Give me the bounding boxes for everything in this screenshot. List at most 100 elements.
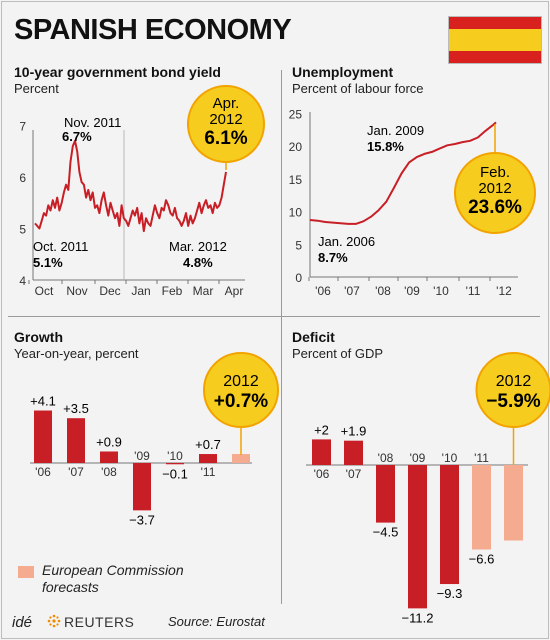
bond-annotation-value: 5.1% [33,255,63,270]
unemployment-line [309,121,497,225]
growth-highlight-bubble [203,352,279,428]
unemployment-highlight-date: Feb. [480,164,510,181]
bond-chart-subtitle: Percent [14,81,59,96]
unemployment-x-tick-label: '06 [315,284,331,298]
page-title: SPANISH ECONOMY [14,14,292,46]
bond-x-tick-label: Dec [99,284,120,298]
deficit-highlight-value: −5.9% [486,391,541,412]
deficit-data-label: −11.2 [402,610,434,625]
growth-data-label: +4.1 [30,394,56,409]
unemployment-annotation-value: 15.8% [367,139,404,154]
bond-x-tick-label: Oct [35,284,54,298]
unemployment-y-tick-label: 15 [289,173,303,187]
unemployment-highlight-year: 2012 [478,180,511,197]
growth-data-label: +3.5 [63,401,89,416]
growth-x-tick-label: '08 [101,465,117,479]
deficit-bar [376,465,395,523]
unemployment-chart-title: Unemployment [292,64,394,80]
growth-x-tick-label: '07 [68,465,84,479]
growth-bar [166,463,184,465]
bond-annotation-date: Mar. 2012 [169,239,227,254]
deficit-bar [504,465,523,541]
bond-x-tick-label: Nov [66,284,87,298]
forecast-legend-swatch [18,566,34,578]
growth-bar [133,463,151,511]
ide-logo: idé [12,614,33,631]
bond-y-tick-label: 4 [19,274,26,288]
growth-highlight-value: +0.7% [214,391,269,412]
reuters-logo: REUTERS [64,614,135,630]
bond-y-tick-label: 6 [19,171,26,185]
growth-bar [34,410,52,463]
bond-highlight-year: 2012 [209,111,242,128]
unemployment-y-tick-label: 5 [295,238,302,252]
deficit-data-label: +2 [314,422,329,437]
growth-chart-title: Growth [14,329,63,345]
unemployment-x-tick-label: '08 [375,284,391,298]
deficit-bar [344,440,363,465]
bond-yield-line [34,139,227,233]
deficit-bar [440,465,459,585]
bond-x-tick-label: Jan [131,284,150,298]
deficit-chart-title: Deficit [292,329,335,345]
unemployment-highlight-bubble [454,152,536,234]
deficit-bar [408,465,427,609]
growth-highlight-date: 2012 [223,373,259,390]
bond-x-tick-label: Feb [162,284,183,298]
bond-annotation-date: Oct. 2011 [33,239,88,254]
growth-x-tick-label: '11 [201,465,216,479]
unemployment-x-tick-label: '11 [466,284,481,298]
bond-annotation-date: Nov. 2011 [64,115,121,130]
deficit-x-tick-label: '08 [378,451,394,465]
bond-annotation-value: 6.7% [62,129,92,144]
growth-data-label: −3.7 [129,512,155,527]
growth-bar [199,454,217,463]
deficit-highlight-bubble [475,352,550,428]
bond-chart-title: 10-year government bond yield [14,64,221,80]
bond-highlight-bubble [187,85,265,163]
bond-highlight-date: Apr. [213,95,240,112]
deficit-bar [472,465,491,550]
unemployment-x-tick-label: '12 [496,284,512,298]
deficit-bar [312,439,331,465]
unemployment-y-tick-label: 10 [289,206,303,220]
deficit-data-label: +1.9 [341,424,367,439]
deficit-x-tick-label: '09 [410,451,426,465]
growth-data-label: +0.7 [195,437,221,452]
unemployment-highlight-value: 23.6% [468,197,522,218]
source-note: Source: Eurostat [168,614,265,629]
unemployment-x-tick-label: '09 [404,284,420,298]
deficit-data-label: −6.6 [469,551,495,566]
bond-highlight-value: 6.1% [204,128,247,149]
growth-chart-subtitle: Year-on-year, percent [14,346,139,361]
growth-bar [100,451,118,463]
bond-x-tick-label: Mar [193,284,214,298]
deficit-x-tick-label: '07 [346,467,362,481]
unemployment-annotation-date: Jan. 2006 [318,234,375,249]
growth-x-tick-label: '09 [134,449,150,463]
vertical-divider [281,70,282,604]
growth-x-tick-label: '10 [167,449,183,463]
forecast-legend-label: European Commission forecasts [42,562,184,595]
unemployment-y-tick-label: 20 [289,140,303,154]
deficit-x-tick-label: '11 [474,451,489,465]
deficit-x-tick-label: '06 [314,467,330,481]
unemployment-annotation-value: 8.7% [318,250,348,265]
unemployment-x-tick-label: '07 [344,284,360,298]
unemployment-y-tick-label: 25 [289,107,303,121]
bond-annotation-value: 4.8% [183,255,213,270]
growth-x-tick-label: '06 [35,465,51,479]
unemployment-annotation-date: Jan. 2009 [367,123,424,138]
unemployment-y-tick-label: 0 [295,271,302,285]
deficit-x-tick-label: '10 [442,451,458,465]
reuters-dots-icon [47,614,61,628]
deficit-highlight-date: 2012 [496,373,532,390]
bond-x-tick-label: Apr [225,284,244,298]
horizontal-divider [8,316,540,317]
unemployment-chart-subtitle: Percent of labour force [292,81,424,96]
bond-y-tick-label: 7 [19,120,26,134]
growth-bar [67,418,85,463]
unemployment-x-tick-label: '10 [433,284,449,298]
growth-data-label: −0.1 [162,466,188,481]
